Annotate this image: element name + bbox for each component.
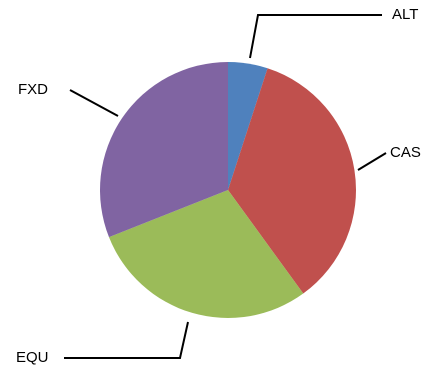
pie-slice <box>108 190 304 318</box>
leader-line <box>64 321 189 359</box>
slice-label: EQU <box>16 349 49 366</box>
pie-slice <box>99 62 228 238</box>
pie <box>99 62 356 318</box>
pie-slice <box>228 62 268 190</box>
slice-label: FXD <box>18 81 48 98</box>
slice-label: CAS <box>390 144 421 161</box>
pie-slice <box>228 68 356 294</box>
leader-line <box>357 152 387 171</box>
leader-line <box>249 14 382 59</box>
slice-label: ALT <box>392 6 418 23</box>
leader-line <box>69 89 119 117</box>
